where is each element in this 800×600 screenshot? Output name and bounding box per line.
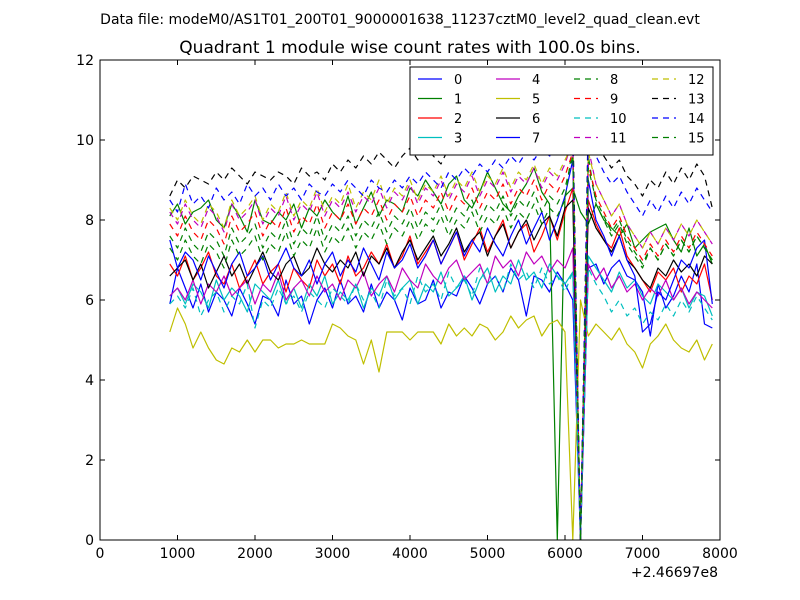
series-line-13 [169,115,713,540]
x-offset-label: +2.46697e8 [631,565,718,581]
y-tick-label: 4 [85,373,94,389]
legend-label-0: 0 [454,73,462,88]
legend-box [409,66,714,156]
legend-label-11: 11 [610,132,627,147]
x-tick-label: 8000 [702,546,738,562]
series-line-8 [169,143,713,540]
series-line-5 [169,299,713,540]
legend-label-6: 6 [532,112,540,127]
series-line-11 [169,139,713,540]
legend-label-7: 7 [532,132,540,147]
legend-label-5: 5 [532,93,540,108]
series-line-7 [169,159,713,540]
legend-label-1: 1 [454,93,462,108]
y-tick-label: 12 [76,53,94,69]
series-line-1 [169,167,713,540]
series-line-10 [169,263,713,540]
series-line-12 [169,143,713,540]
x-tick-label: 0 [96,546,105,562]
series-line-2 [169,187,713,540]
legend-label-3: 3 [454,132,462,147]
x-tick-label: 4000 [392,546,428,562]
legend-label-14: 14 [688,112,705,127]
x-tick-label: 7000 [625,546,661,562]
series-line-14 [169,131,713,540]
series-line-4 [169,247,713,540]
legend-label-15: 15 [688,132,705,147]
legend-label-8: 8 [610,73,618,88]
x-tick-label: 6000 [547,546,583,562]
series-line-0 [169,259,713,540]
chart-title: Quadrant 1 module wise count rates with … [179,38,640,58]
legend-label-9: 9 [610,93,618,108]
chart-suptitle: Data file: modeM0/AS1T01_200T01_90000016… [100,12,700,28]
x-tick-label: 5000 [470,546,506,562]
y-tick-label: 8 [85,213,94,229]
x-tick-label: 1000 [160,546,196,562]
y-tick-label: 0 [85,533,94,549]
legend-label-2: 2 [454,112,462,127]
x-tick-label: 3000 [315,546,351,562]
y-tick-label: 10 [76,133,94,149]
legend-label-13: 13 [688,93,705,108]
y-tick-label: 6 [85,293,94,309]
axes: 0 1000 2000 3000 4000 5000 6000 7000 80000246810… [76,53,738,562]
legend-label-10: 10 [610,112,627,127]
x-tick-label: 2000 [237,546,273,562]
y-tick-label: 2 [85,453,94,469]
legend-label-4: 4 [532,73,540,88]
legend-label-12: 12 [688,73,705,88]
plot-area [169,115,713,540]
